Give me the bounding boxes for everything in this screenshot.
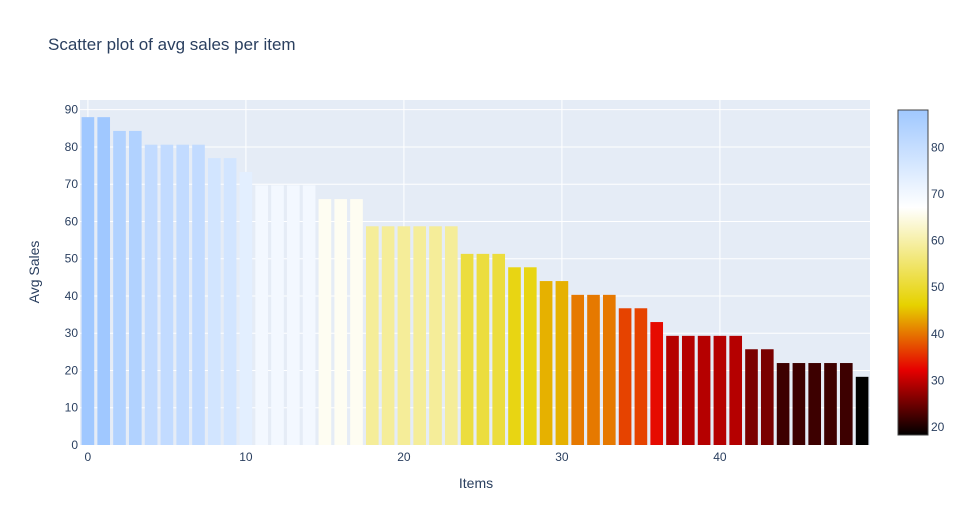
bar: [381, 226, 395, 445]
bar: [523, 267, 537, 445]
y-tick-label: 70: [65, 177, 79, 191]
bar: [729, 335, 743, 445]
bar: [634, 308, 648, 445]
colorbar-tick-label: 60: [931, 234, 945, 248]
bar: [144, 144, 158, 445]
colorbar-tick-label: 50: [931, 280, 945, 294]
y-tick-label: 30: [65, 326, 79, 340]
x-tick-label: 30: [555, 450, 569, 464]
colorbar-tick-label: 80: [931, 140, 945, 154]
bar: [255, 185, 269, 445]
colorbar-tick-label: 30: [931, 373, 945, 387]
bar: [460, 253, 474, 445]
colorbar-ticks: 20 30 40 50 60 70 80: [931, 140, 945, 434]
bar: [397, 226, 411, 445]
bar: [571, 294, 585, 445]
bar: [476, 253, 490, 445]
bar: [776, 363, 790, 445]
bar: [192, 144, 205, 445]
bar: [602, 294, 616, 445]
bar: [413, 226, 427, 445]
y-tick-label: 60: [65, 214, 79, 228]
bar: [587, 294, 600, 445]
y-tick-label: 80: [65, 140, 79, 154]
bar: [128, 130, 142, 445]
bar: [681, 335, 695, 445]
x-axis-ticks: 0 10 20 30 40: [85, 450, 727, 464]
bar: [855, 376, 869, 445]
y-axis-ticks: 0 10 20 30 40 50 60 70 80 90: [65, 103, 79, 452]
bar: [207, 158, 221, 445]
bar: [824, 363, 837, 445]
bar: [160, 144, 174, 445]
bar: [444, 226, 458, 445]
bar: [223, 158, 237, 445]
bar: [760, 349, 774, 445]
bar: [618, 308, 632, 445]
bar: [697, 335, 711, 445]
x-tick-label: 40: [713, 450, 727, 464]
y-tick-label: 10: [65, 401, 79, 415]
bar: [97, 117, 111, 445]
colorbar-tick-label: 70: [931, 187, 945, 201]
bar: [792, 363, 806, 445]
colorbar-gradient: [897, 109, 929, 436]
x-tick-label: 10: [239, 450, 253, 464]
bar: [745, 349, 758, 445]
bar: [176, 144, 190, 445]
bar: [839, 363, 853, 445]
y-tick-label: 90: [65, 103, 79, 117]
x-tick-label: 0: [85, 450, 92, 464]
bar: [318, 199, 332, 445]
x-tick-label: 20: [397, 450, 411, 464]
bar: [239, 171, 253, 445]
bar: [286, 185, 300, 445]
x-axis-label: Items: [459, 475, 493, 491]
bar: [713, 335, 727, 445]
colorbar-tick-label: 40: [931, 327, 945, 341]
colorbar: 20 30 40 50 60 70 80: [897, 109, 945, 436]
bar: [113, 130, 126, 445]
bar: [350, 199, 363, 445]
y-tick-label: 40: [65, 289, 79, 303]
bar: [81, 117, 95, 445]
chart-title: Scatter plot of avg sales per item: [48, 35, 296, 54]
y-tick-label: 0: [71, 438, 78, 452]
bar: [808, 363, 822, 445]
bar: [302, 185, 316, 445]
bar: [429, 226, 442, 445]
bar: [650, 322, 664, 445]
y-tick-label: 50: [65, 252, 79, 266]
y-axis-label: Avg Sales: [26, 241, 42, 304]
bar: [492, 253, 506, 445]
bar: [334, 199, 348, 445]
bar: [666, 335, 679, 445]
y-tick-label: 20: [65, 363, 79, 377]
bar: [539, 281, 553, 445]
colorbar-tick-label: 20: [931, 420, 945, 434]
bar: [508, 267, 521, 445]
bar: [271, 185, 284, 445]
bars: [81, 117, 869, 445]
bar: [555, 281, 569, 445]
bar: [365, 226, 379, 445]
